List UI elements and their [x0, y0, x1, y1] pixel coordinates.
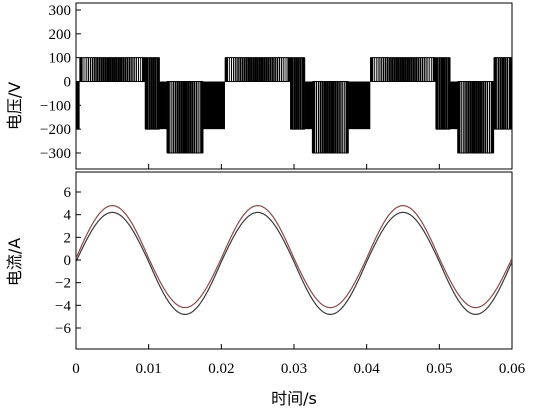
time-x-tick-label: 0.05	[426, 361, 452, 377]
voltage-pwm-band	[311, 81, 349, 154]
voltage-y-tick-label: −300	[40, 146, 71, 162]
voltage-y-tick-label: 0	[64, 75, 72, 91]
current-y-tick-label: 4	[64, 208, 72, 224]
time-axis-label: 时间/s	[271, 389, 317, 408]
time-x-tick-label: 0.06	[499, 361, 526, 377]
voltage-pulse	[203, 81, 225, 130]
current-y-tick-label: 2	[64, 230, 72, 246]
current-axis-label: 电流/A	[5, 238, 24, 286]
time-x-tick-label: 0.01	[136, 361, 162, 377]
voltage-pwm-band	[166, 81, 204, 154]
voltage-y-tick-label: 100	[49, 51, 72, 67]
voltage-pwm-band	[435, 57, 451, 130]
voltage-pulse	[450, 81, 458, 130]
voltage-pulse	[348, 81, 371, 130]
current-x-ticks: 0 0.01 0.02 0.03 0.04 0.05 0.06	[72, 164, 526, 377]
time-x-tick-label: 0.04	[354, 361, 381, 377]
voltage-pwm-band	[144, 57, 160, 130]
current-y-tick-label: −4	[55, 298, 71, 314]
voltage-y-tick-label: −200	[40, 122, 71, 138]
current-envelope-upper	[75, 205, 513, 309]
voltage-y-tick-label: 300	[49, 3, 72, 19]
voltage-pwm-band	[457, 81, 495, 154]
voltage-pwm-band	[369, 57, 437, 82]
current-trace	[75, 205, 513, 315]
voltage-panel: 300 200 100 0 −100 −200 −300 电压/V	[5, 2, 513, 170]
current-panel: 6 4 2 0 −2 −4 −6 0 0.01 0.02 0.03 0.04 0.05 0.06 电流/…	[5, 164, 526, 408]
voltage-y-tick-label: 200	[49, 27, 72, 43]
current-y-tick-label: 6	[64, 185, 72, 201]
time-x-tick-label: 0.03	[281, 361, 307, 377]
voltage-trace	[76, 57, 513, 154]
voltage-pulse	[159, 81, 167, 130]
current-y-tick-label: −6	[55, 321, 71, 337]
current-envelope-lower	[75, 211, 513, 315]
time-x-tick-label: 0.02	[208, 361, 234, 377]
voltage-pwm-band	[493, 57, 513, 130]
voltage-pwm-band	[79, 57, 146, 82]
voltage-y-tick-label: −100	[40, 98, 71, 114]
voltage-pwm-band	[224, 57, 291, 82]
voltage-y-ticks: 300 200 100 0 −100 −200 −300	[40, 3, 81, 162]
time-x-tick-label: 0	[72, 361, 80, 377]
current-y-ticks: 6 4 2 0 −2 −4 −6	[55, 185, 81, 337]
voltage-pulse	[304, 81, 313, 130]
voltage-axis-label: 电压/V	[5, 82, 24, 130]
current-y-tick-label: 0	[64, 253, 72, 269]
current-y-tick-label: −2	[55, 276, 71, 292]
voltage-pwm-band	[290, 57, 306, 130]
